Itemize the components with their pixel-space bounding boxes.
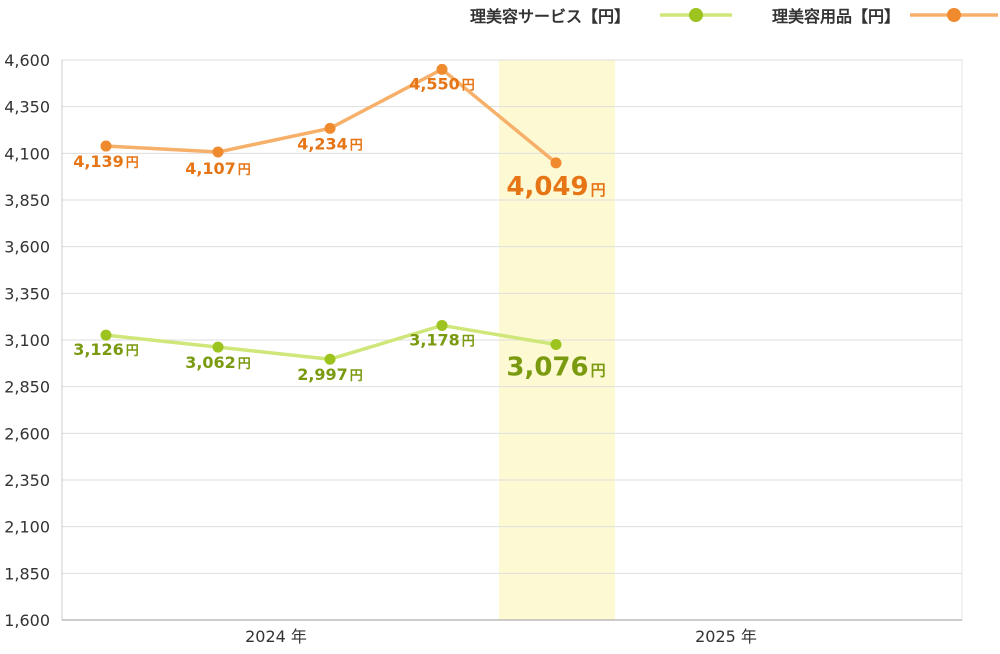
legend-label: 理美容サービス【円】 bbox=[470, 7, 630, 26]
y-tick-label: 4,600 bbox=[4, 51, 50, 70]
data-point bbox=[436, 319, 448, 331]
x-tick-label: 2024 年 bbox=[245, 627, 307, 646]
data-point bbox=[100, 329, 112, 341]
y-tick-label: 2,850 bbox=[4, 378, 50, 397]
y-tick-label: 1,600 bbox=[4, 611, 50, 630]
y-tick-label: 3,850 bbox=[4, 191, 50, 210]
data-point bbox=[324, 353, 336, 365]
data-point bbox=[212, 341, 224, 353]
data-label: 3,178 円 bbox=[409, 330, 475, 349]
data-point bbox=[212, 146, 224, 158]
y-tick-label: 4,100 bbox=[4, 144, 50, 163]
y-tick-label: 3,100 bbox=[4, 331, 50, 350]
y-tick-label: 4,350 bbox=[4, 98, 50, 117]
y-tick-label: 3,600 bbox=[4, 238, 50, 257]
legend-label: 理美容用品【円】 bbox=[772, 7, 900, 26]
data-label: 3,062 円 bbox=[185, 353, 251, 372]
data-label: 4,234 円 bbox=[297, 134, 363, 153]
data-point bbox=[550, 157, 562, 169]
y-tick-label: 3,350 bbox=[4, 284, 50, 303]
data-label: 4,139 円 bbox=[73, 152, 139, 171]
data-point bbox=[550, 338, 562, 350]
data-label: 3,076 円 bbox=[506, 352, 605, 382]
x-tick-label: 2025 年 bbox=[695, 627, 757, 646]
legend-marker bbox=[947, 8, 961, 22]
y-tick-label: 2,100 bbox=[4, 518, 50, 537]
y-tick-label: 2,600 bbox=[4, 424, 50, 443]
y-tick-label: 1,850 bbox=[4, 564, 50, 583]
data-point bbox=[100, 140, 112, 152]
data-point bbox=[436, 63, 448, 75]
legend-marker bbox=[689, 8, 703, 22]
data-label: 3,126 円 bbox=[73, 340, 139, 359]
data-label: 2,997 円 bbox=[297, 365, 363, 384]
data-label: 4,550 円 bbox=[409, 74, 475, 93]
y-tick-label: 2,350 bbox=[4, 471, 50, 490]
data-label: 4,107 円 bbox=[185, 159, 251, 178]
data-label: 4,049 円 bbox=[506, 172, 605, 202]
data-point bbox=[324, 122, 336, 134]
